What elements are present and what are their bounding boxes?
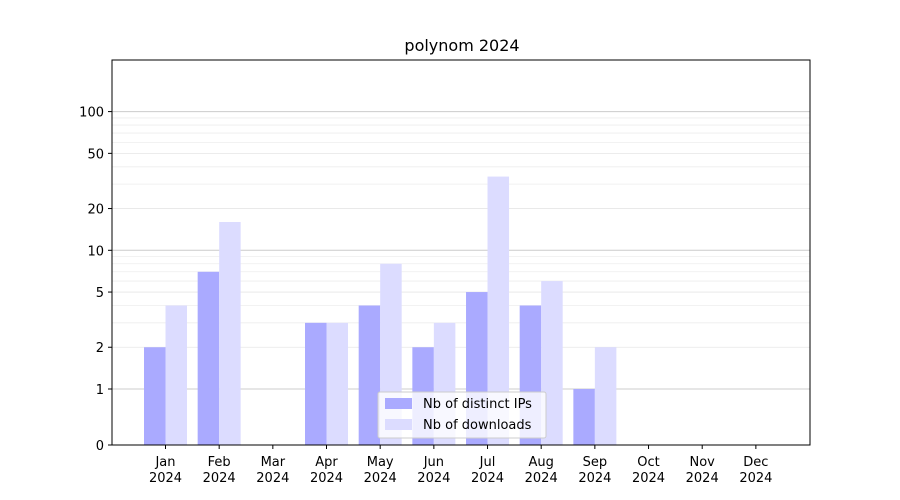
y-tick-label: 20 <box>87 203 104 218</box>
x-tick-label-year: 2024 <box>578 471 611 486</box>
x-tick-label-month: Apr <box>315 455 338 470</box>
y-tick-label: 100 <box>79 106 104 121</box>
x-tick-label-year: 2024 <box>525 471 558 486</box>
x-tick-label-month: Sep <box>583 455 608 470</box>
y-tick-label: 10 <box>87 244 104 259</box>
x-tick-label-month: Aug <box>528 455 553 470</box>
legend-box <box>377 391 547 439</box>
legend-label-ips: Nb of distinct IPs <box>423 397 532 412</box>
bar-downloads <box>594 347 617 445</box>
x-tick-label-year: 2024 <box>256 471 289 486</box>
bar-distinct-ips <box>573 389 595 445</box>
bar-distinct-ips <box>197 271 220 445</box>
x-tick-label-month: Feb <box>208 455 231 470</box>
legend: Nb of distinct IPs Nb of downloads <box>377 391 547 439</box>
x-axis: Jan2024Feb2024Mar2024Apr2024May2024Jun20… <box>149 445 772 486</box>
y-tick-label: 1 <box>96 383 104 398</box>
bar-downloads <box>165 305 187 445</box>
x-tick-label-month: Jan <box>154 455 175 470</box>
bar-downloads <box>541 281 563 445</box>
x-tick-label-year: 2024 <box>632 471 665 486</box>
x-tick-label-month: May <box>367 455 394 470</box>
x-tick-label-month: Dec <box>743 455 768 470</box>
x-tick-label-year: 2024 <box>203 471 236 486</box>
y-tick-label: 0 <box>96 439 104 454</box>
x-tick-label-month: Nov <box>690 455 716 470</box>
x-tick-label-year: 2024 <box>471 471 504 486</box>
x-tick-label-year: 2024 <box>364 471 397 486</box>
x-tick-label-month: Mar <box>261 455 286 470</box>
x-tick-label-year: 2024 <box>417 471 450 486</box>
y-tick-label: 50 <box>87 147 104 162</box>
plot-frame <box>111 59 811 446</box>
bar-distinct-ips <box>305 322 327 445</box>
chart-title: polynom 2024 <box>404 36 519 55</box>
bar-distinct-ips <box>358 305 381 445</box>
legend-swatch-downloads <box>385 419 412 430</box>
x-tick-label-month: Jun <box>423 455 444 470</box>
x-tick-label-year: 2024 <box>310 471 343 486</box>
x-tick-label-year: 2024 <box>739 471 772 486</box>
x-tick-label-month: Jul <box>479 455 496 470</box>
x-tick-label-year: 2024 <box>149 471 182 486</box>
bar-downloads <box>326 322 349 445</box>
x-tick-label-year: 2024 <box>686 471 719 486</box>
x-tick-label-month: Oct <box>637 455 659 470</box>
y-tick-label: 5 <box>96 286 104 301</box>
bar-distinct-ips <box>144 347 166 445</box>
y-axis: 0 1 2 5 10 20 50 100 <box>79 106 112 454</box>
bar-downloads <box>487 176 510 446</box>
bar-downloads <box>219 221 241 445</box>
legend-swatch-ips <box>385 398 412 409</box>
y-tick-label: 2 <box>96 341 104 356</box>
legend-label-downloads: Nb of downloads <box>423 418 532 433</box>
